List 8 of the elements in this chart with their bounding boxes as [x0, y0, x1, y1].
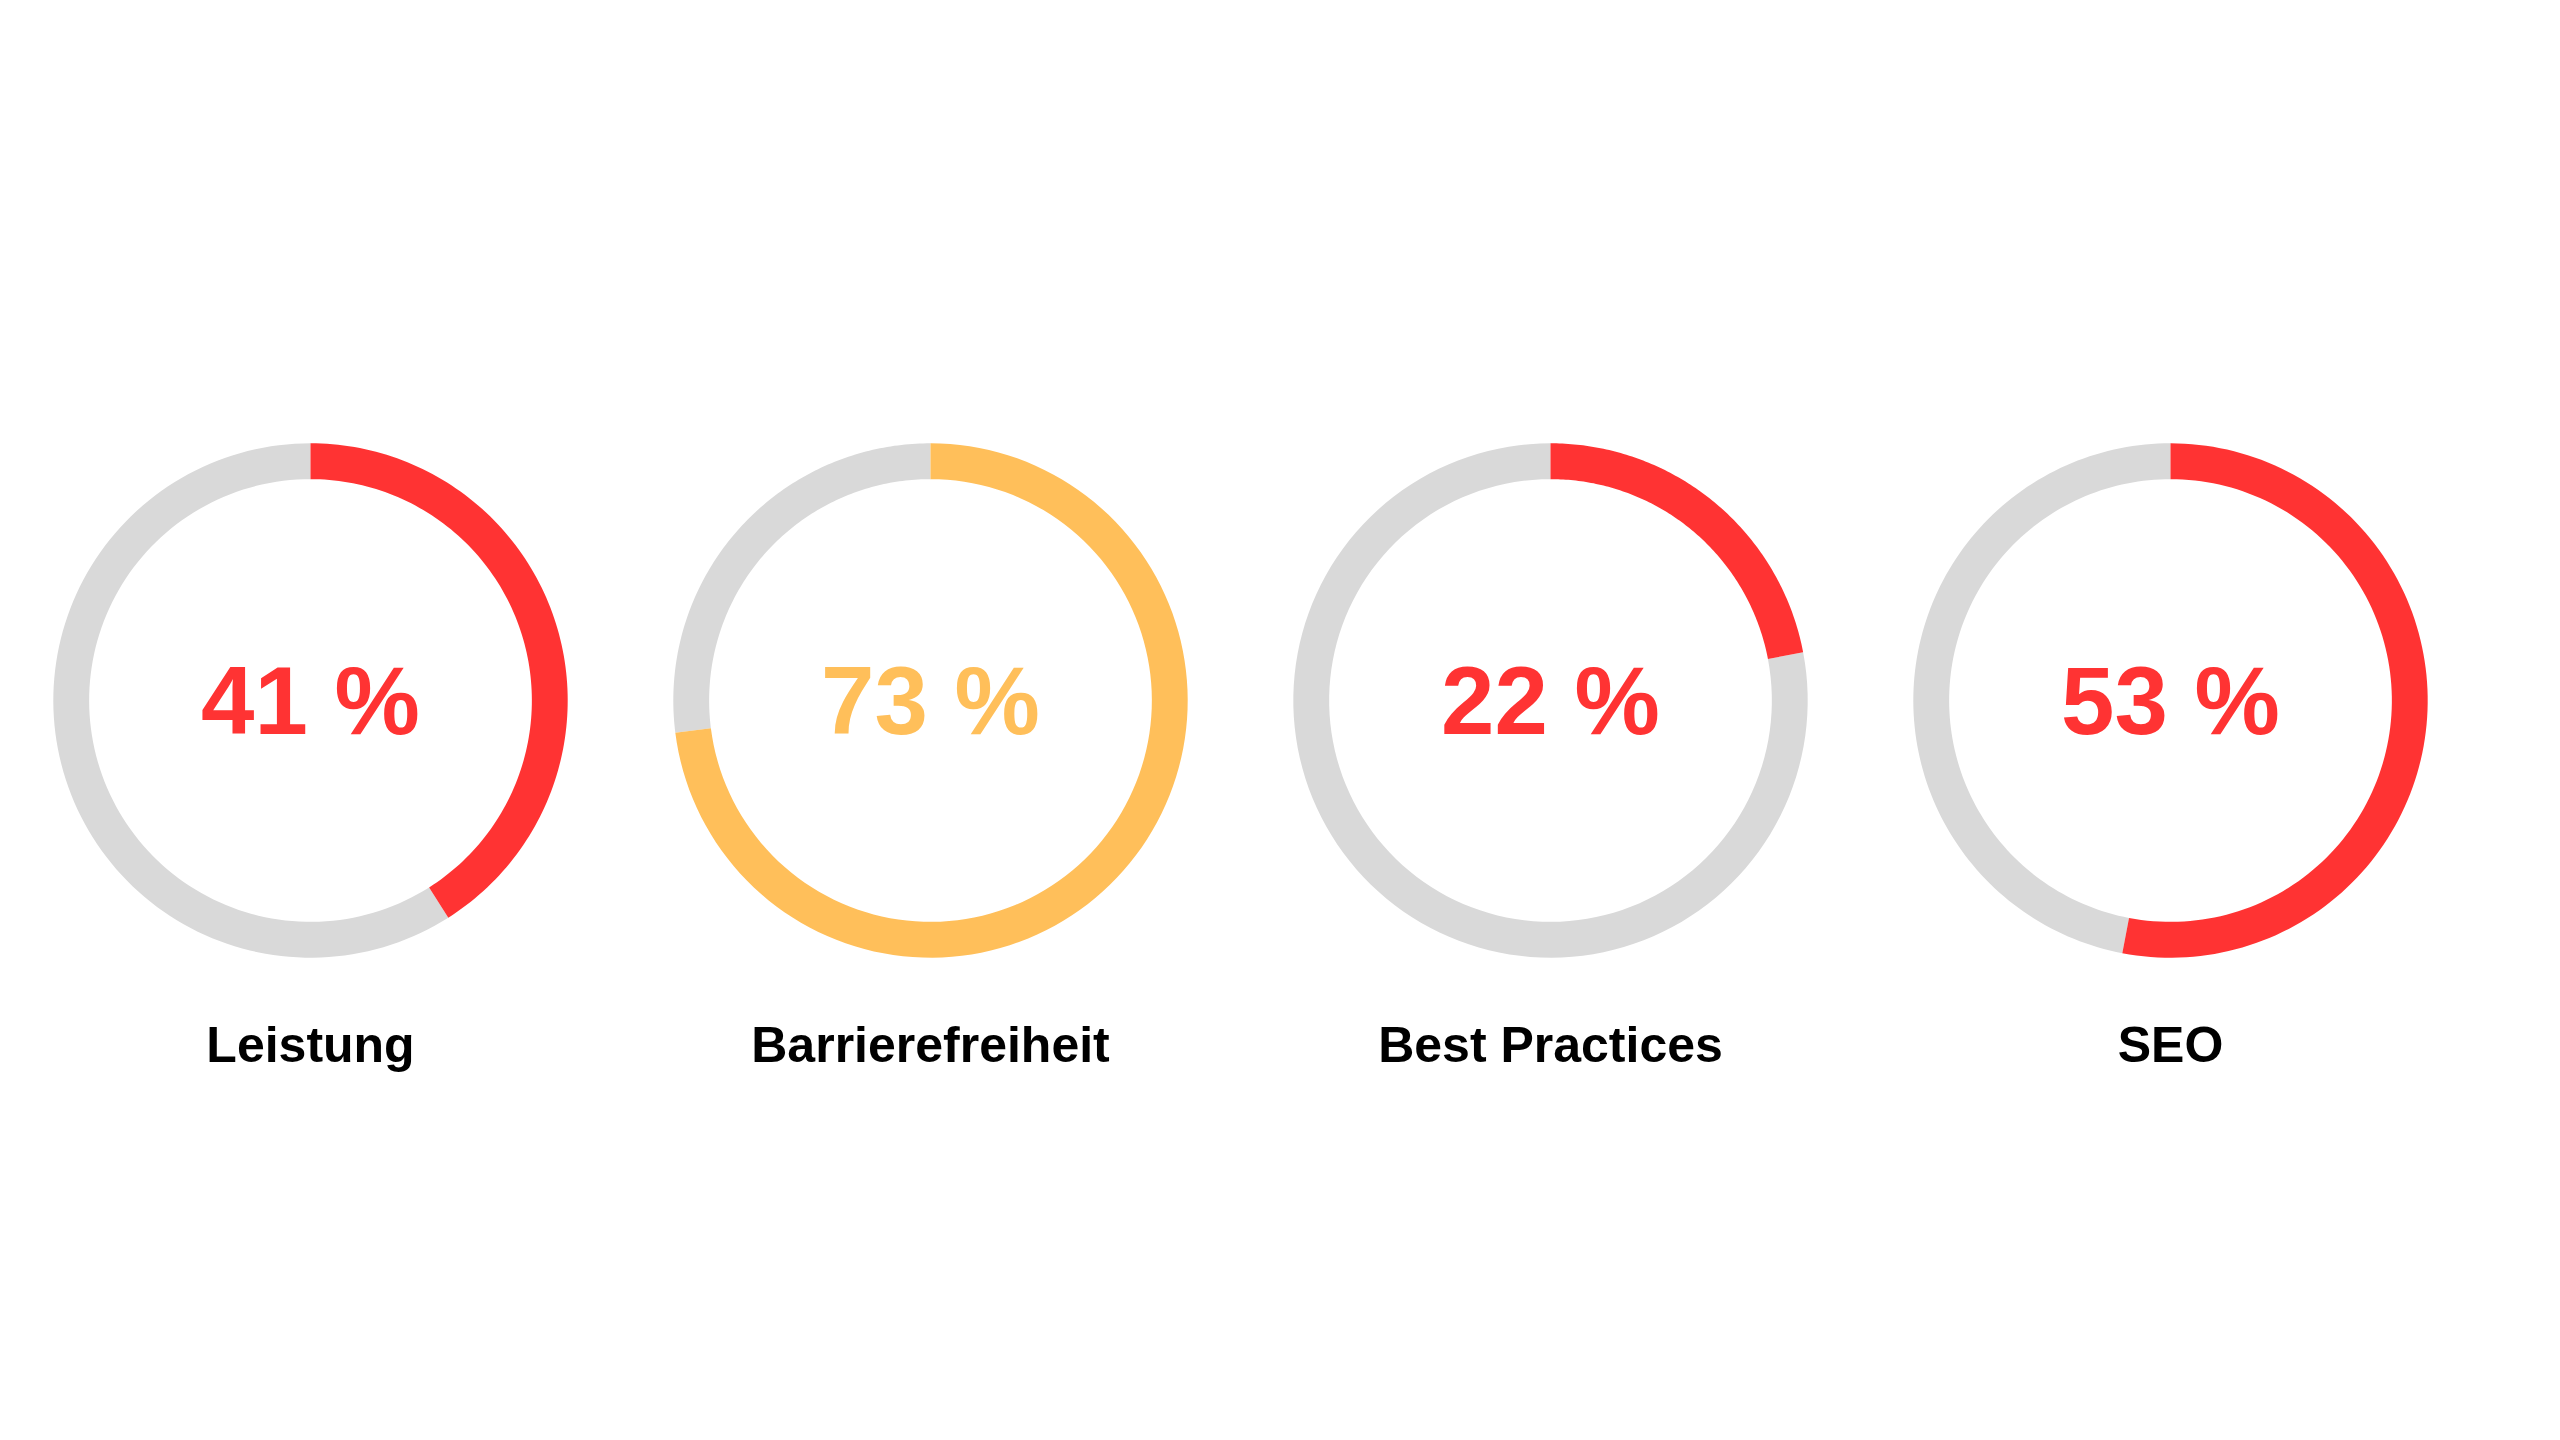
text: SEO [2117, 1017, 2224, 1074]
text: 41 % [201, 647, 420, 754]
text: 53 % [2061, 647, 2280, 754]
text: Barrierefreiheit [751, 1017, 1111, 1074]
text: Best Practices [1378, 1017, 1723, 1074]
text: Leistung [206, 1017, 415, 1074]
text: 22 % [1441, 647, 1660, 754]
text: 73 % [821, 647, 1040, 754]
